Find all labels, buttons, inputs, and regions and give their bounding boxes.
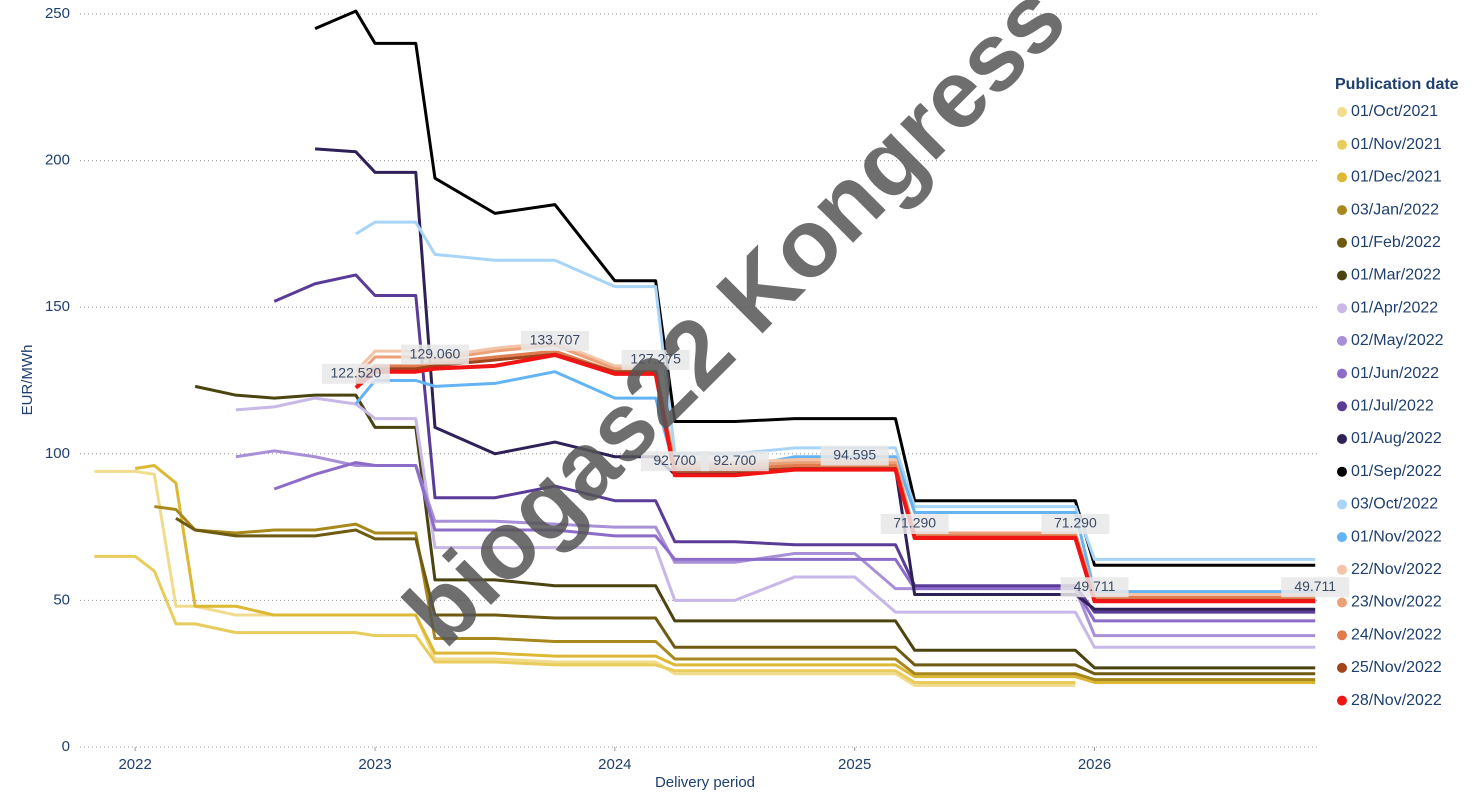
y-tick-label: 0 xyxy=(62,738,70,755)
value-label: 71.290 xyxy=(1054,515,1097,531)
legend-swatch xyxy=(1337,466,1347,477)
x-tick-label: 2022 xyxy=(118,756,151,773)
value-label-bg xyxy=(880,513,949,534)
series-line xyxy=(175,517,1316,676)
value-label-bg xyxy=(640,451,709,472)
series-line xyxy=(194,384,1316,670)
value-label: 49.711 xyxy=(1294,578,1336,594)
series-line xyxy=(235,449,1316,638)
legend-swatch xyxy=(1337,499,1347,510)
legend-swatch xyxy=(1337,303,1347,314)
value-label: 133.707 xyxy=(530,332,581,348)
legend-swatch xyxy=(1337,630,1347,641)
legend-label: 03/Jan/2022 xyxy=(1351,201,1439,218)
legend-swatch xyxy=(1337,172,1347,183)
legend-label: 01/Oct/2021 xyxy=(1351,103,1438,120)
y-axis-label: EUR/MWh xyxy=(19,345,36,416)
value-label-bg xyxy=(1060,577,1129,598)
value-label-bg xyxy=(321,363,390,384)
value-label: 71.290 xyxy=(893,515,936,531)
value-label-bg xyxy=(1281,577,1350,598)
legend-swatch xyxy=(1337,597,1347,608)
legend-swatch xyxy=(1337,205,1347,216)
y-tick-label: 250 xyxy=(45,5,70,22)
legend-swatch xyxy=(1337,237,1347,248)
y-tick-label: 150 xyxy=(45,298,70,315)
legend-label: 01/Dec/2021 xyxy=(1351,169,1442,186)
value-label-bg xyxy=(820,445,889,466)
legend-swatch xyxy=(1337,695,1347,706)
legend-swatch xyxy=(1337,434,1347,444)
legend-label: 25/Nov/2022 xyxy=(1351,659,1442,676)
legend-label: 23/Nov/2022 xyxy=(1351,594,1442,611)
x-tick-label: 2026 xyxy=(1078,756,1111,773)
value-label: 94.595 xyxy=(833,446,876,462)
series-line xyxy=(94,554,1076,684)
value-label-bg xyxy=(1041,513,1110,534)
legend-label: 01/Apr/2022 xyxy=(1351,299,1438,316)
y-tick-label: 50 xyxy=(53,591,70,608)
value-label: 92.700 xyxy=(713,452,756,468)
legend-swatch xyxy=(1337,564,1347,575)
legend-swatch xyxy=(1337,139,1347,150)
value-label: 127.275 xyxy=(630,351,681,367)
legend-swatch xyxy=(1337,401,1347,412)
legend-label: 24/Nov/2022 xyxy=(1351,626,1442,643)
y-tick-label: 100 xyxy=(45,445,70,462)
x-tick-label: 2023 xyxy=(358,756,391,773)
value-label-bg xyxy=(621,349,690,370)
series-line xyxy=(154,505,1316,682)
watermark: biogas22 Kongress xyxy=(384,0,1086,666)
legend-label: 01/Mar/2022 xyxy=(1351,267,1441,284)
legend-label: 03/Oct/2022 xyxy=(1351,496,1438,513)
legend-swatch xyxy=(1337,270,1347,281)
value-label-bg xyxy=(520,330,589,351)
y-tick-label: 200 xyxy=(45,152,70,169)
value-label: 129.060 xyxy=(410,345,461,361)
x-axis-label: Delivery period xyxy=(655,774,755,791)
legend-label: 01/Aug/2022 xyxy=(1351,430,1442,447)
series-line xyxy=(235,396,1316,649)
x-tick-label: 2024 xyxy=(598,756,631,773)
value-label: 49.711 xyxy=(1074,578,1116,594)
series-line xyxy=(134,464,1316,684)
legend-label: 01/Nov/2022 xyxy=(1351,528,1442,545)
value-label-bg xyxy=(400,344,469,365)
legend-label: 22/Nov/2022 xyxy=(1351,561,1442,578)
legend-swatch xyxy=(1337,662,1347,673)
legend-label: 01/Jun/2022 xyxy=(1351,365,1439,382)
value-label: 92.700 xyxy=(653,452,696,468)
x-tick-label: 2025 xyxy=(838,756,871,773)
legend-label: 01/Jul/2022 xyxy=(1351,398,1434,415)
value-label: 122.520 xyxy=(331,364,382,380)
series-line xyxy=(354,352,1316,604)
value-label-bg xyxy=(700,451,769,472)
legend-label: 01/Nov/2021 xyxy=(1351,136,1442,153)
legend-title: Publication date xyxy=(1335,76,1459,93)
legend-swatch xyxy=(1337,532,1347,543)
legend-swatch xyxy=(1337,335,1347,346)
legend-label: 01/Sep/2022 xyxy=(1351,463,1442,480)
legend-label: 01/Feb/2022 xyxy=(1351,234,1441,251)
legend-label: 02/May/2022 xyxy=(1351,332,1444,349)
series-line xyxy=(94,469,1076,687)
legend-label: 28/Nov/2022 xyxy=(1351,692,1442,709)
legend-swatch xyxy=(1337,107,1347,117)
legend-swatch xyxy=(1337,368,1347,379)
